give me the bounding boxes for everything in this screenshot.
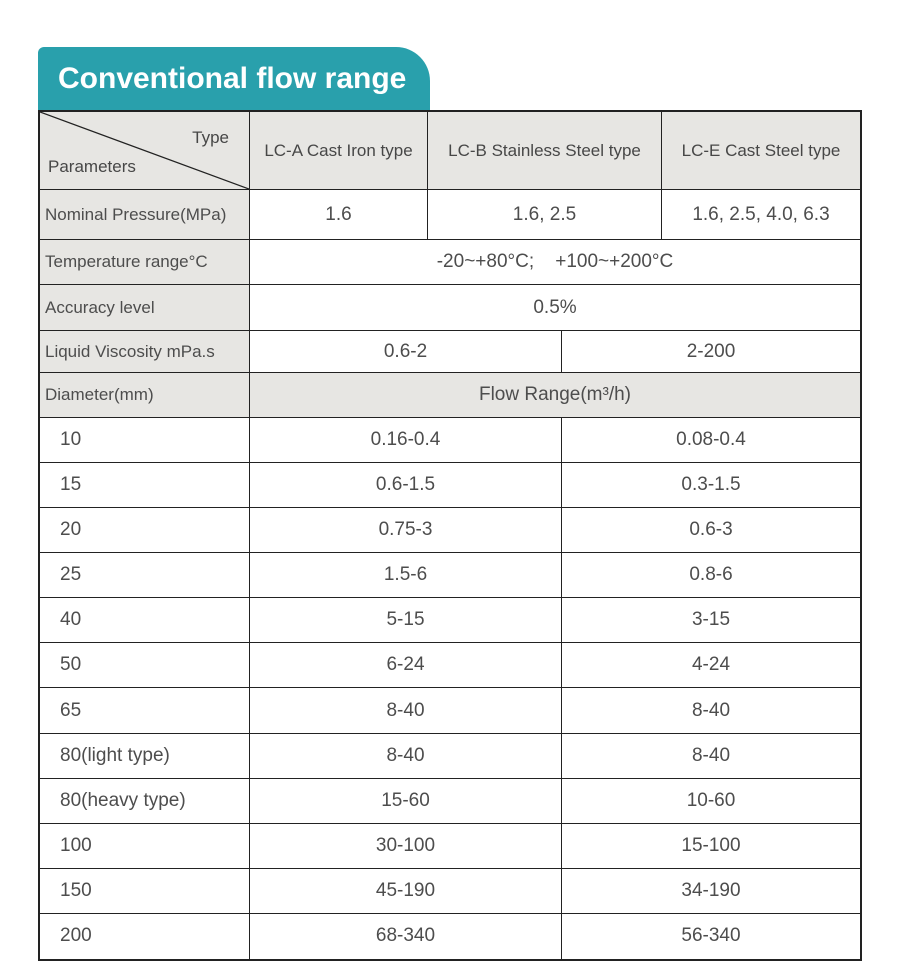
param-label-viscosity: Liquid Viscosity mPa.s [40, 331, 250, 373]
flow-a-cell: 68-340 [250, 913, 562, 959]
flow-b-cell: 0.6-3 [562, 508, 860, 554]
nominal-pressure-lc-e: 1.6, 2.5, 4.0, 6.3 [662, 190, 860, 240]
diameter-cell: 20 [40, 508, 250, 554]
flow-a-cell: 30-100 [250, 823, 562, 869]
flow-b-cell: 0.3-1.5 [562, 463, 860, 509]
flow-b-cell: 56-340 [681, 925, 741, 947]
diameter-cell: 40 [40, 598, 250, 644]
flow-a-cell: 0.16-0.4 [250, 418, 562, 464]
column-header-lc-a: LC-A Cast Iron type [250, 112, 428, 190]
flow-b-cell: 10-60 [562, 779, 860, 824]
param-label-temperature: Temperature range°C [40, 240, 250, 285]
temperature-value: -20~+80°C; +100~+200°C [250, 240, 860, 285]
section-title: Conventional flow range [58, 61, 407, 95]
diagonal-divider [40, 112, 249, 189]
flow-b-cell: 15-100 [562, 824, 860, 869]
diameter-cell: 80(light type) [40, 733, 250, 779]
diameter-cell: 10 [40, 418, 250, 464]
diameter-cell: 15 [40, 463, 250, 509]
flow-a-cell: 45-190 [250, 868, 562, 914]
nominal-pressure-lc-a: 1.6 [250, 190, 428, 240]
diameter-cell: 25 [40, 553, 250, 599]
flow-b-cell: 0.08-0.4 [562, 418, 860, 464]
column-header-lc-b: LC-B Stainless Steel type [428, 112, 662, 190]
flow-b-cell: 3-15 [562, 598, 860, 644]
flow-a-cell: 1.5-6 [250, 553, 562, 599]
flow-a-cell: 6-24 [250, 643, 562, 689]
param-label-nominal-pressure: Nominal Pressure(MPa) [40, 190, 250, 240]
accuracy-value: 0.5% [250, 285, 860, 331]
diameter-cell: 100 [40, 823, 250, 869]
flow-a-cell: 15-60 [250, 778, 562, 824]
diameter-cell: 150 [40, 868, 250, 914]
corner-type-label: Type [192, 128, 229, 147]
diameter-cell: 200 [40, 913, 250, 959]
column-header-lc-e: LC-E Cast Steel type [662, 112, 860, 190]
corner-header-cell: Type Parameters [40, 112, 250, 190]
flow-b-cell: 34-190 [562, 869, 860, 914]
flow-a-cell: 0.75-3 [250, 508, 562, 554]
flow-b-cell: 8-40 [562, 688, 860, 734]
flow-a-cell: 8-40 [250, 688, 562, 734]
flow-range-header: Flow Range(m³/h) [250, 373, 860, 418]
flow-b-cell: 8-40 [562, 734, 860, 779]
flow-b-cell: 0.8-6 [562, 553, 860, 599]
flow-a-cell: 0.6-1.5 [250, 463, 562, 509]
param-label-diameter: Diameter(mm) [40, 373, 250, 418]
viscosity-high-value: 2-200 [562, 331, 860, 373]
flow-a-cell: 5-15 [250, 598, 562, 644]
corner-parameters-label: Parameters [48, 157, 136, 176]
flow-b-cell: 4-24 [562, 643, 860, 689]
param-label-accuracy: Accuracy level [40, 285, 250, 331]
diameter-cell: 65 [40, 688, 250, 734]
diameter-cell: 80(heavy type) [40, 778, 250, 824]
viscosity-low-value: 0.6-2 [250, 331, 562, 373]
flow-range-table: Type Parameters LC-A Cast Iron type LC-B… [38, 110, 862, 961]
diameter-cell: 50 [40, 643, 250, 689]
flow-a-cell: 8-40 [250, 733, 562, 779]
nominal-pressure-lc-b: 1.6, 2.5 [428, 190, 662, 240]
section-banner: Conventional flow range [38, 47, 430, 110]
